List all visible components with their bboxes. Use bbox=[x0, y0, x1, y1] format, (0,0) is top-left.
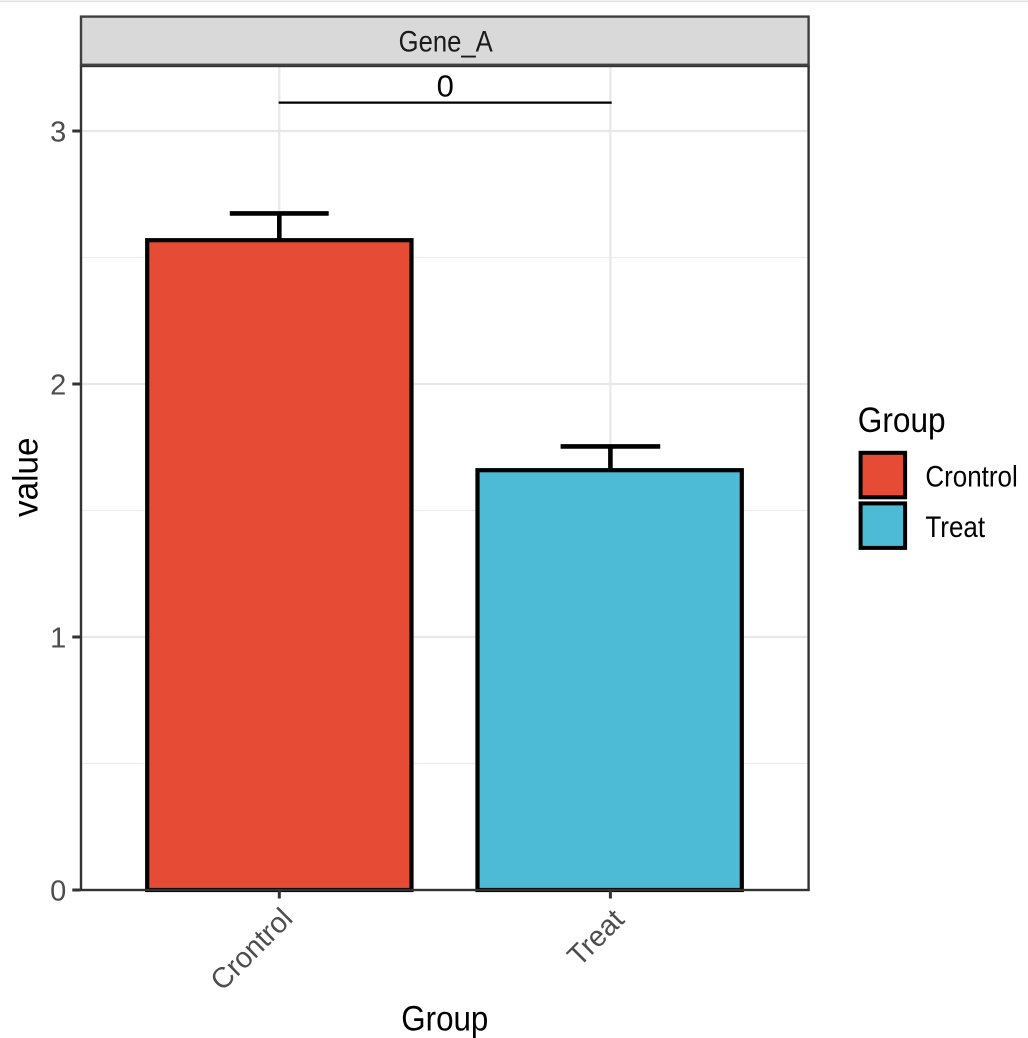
svg-text:0: 0 bbox=[50, 876, 66, 908]
svg-text:Crontrol: Crontrol bbox=[925, 460, 1017, 493]
svg-text:value: value bbox=[7, 438, 46, 517]
svg-text:1: 1 bbox=[50, 623, 66, 655]
svg-text:3: 3 bbox=[50, 117, 66, 149]
svg-text:0: 0 bbox=[437, 69, 454, 104]
svg-text:Group: Group bbox=[858, 401, 946, 440]
svg-text:Treat: Treat bbox=[925, 510, 985, 543]
svg-text:Gene_A: Gene_A bbox=[399, 24, 493, 57]
svg-text:2: 2 bbox=[50, 370, 66, 402]
svg-text:Group: Group bbox=[401, 1000, 488, 1038]
